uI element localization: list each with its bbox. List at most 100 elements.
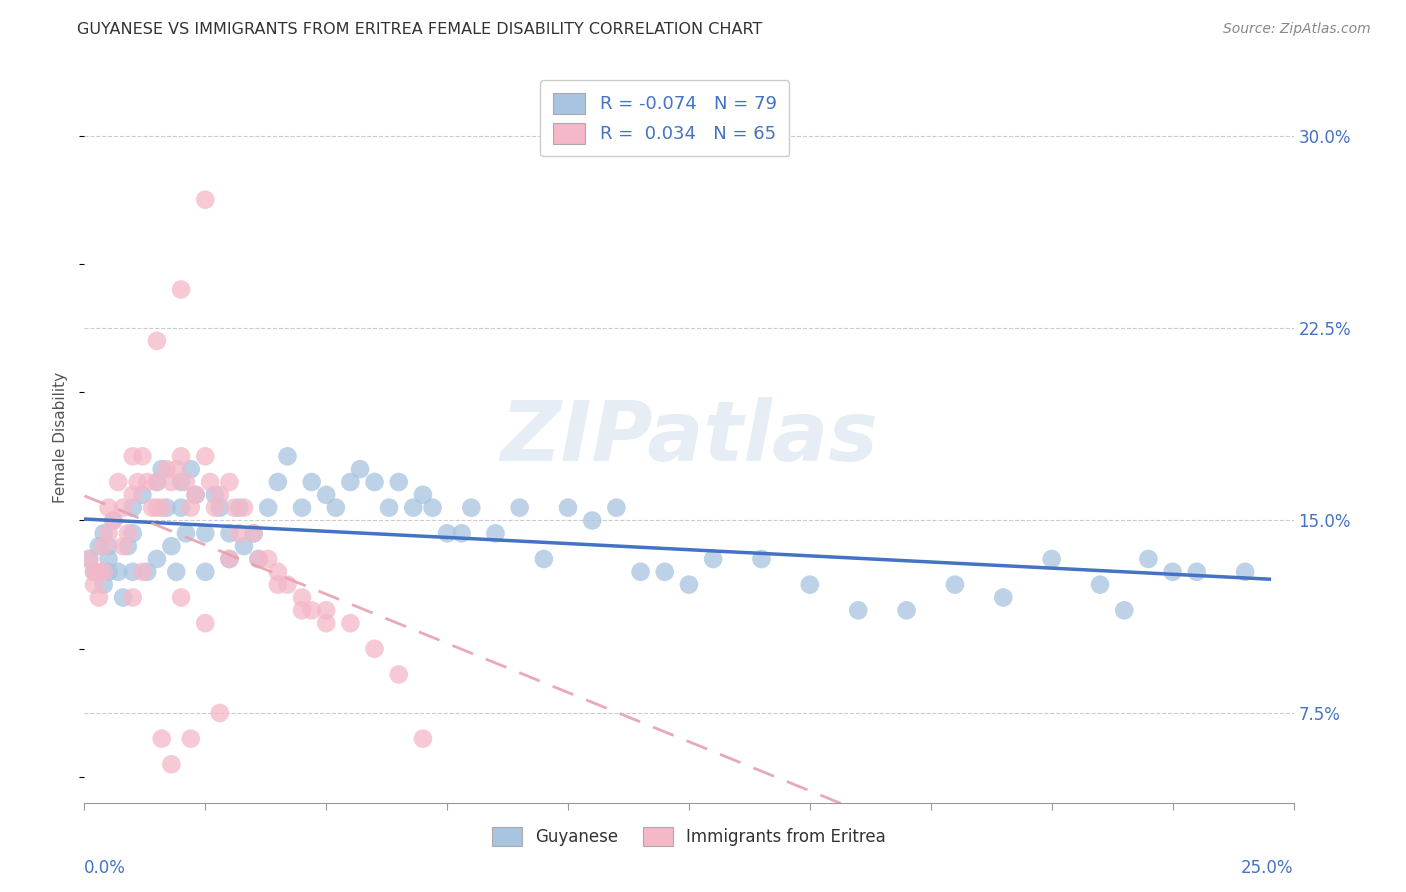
Point	[121, 450, 143, 464]
Point	[97, 539, 120, 553]
Point	[146, 334, 169, 348]
Point	[107, 565, 129, 579]
Point	[194, 450, 217, 464]
Point	[155, 500, 177, 515]
Point	[121, 526, 143, 541]
Point	[87, 591, 110, 605]
Point	[315, 603, 337, 617]
Point	[97, 565, 120, 579]
Point	[97, 552, 120, 566]
Point	[315, 488, 337, 502]
Point	[233, 500, 256, 515]
Point	[208, 500, 231, 515]
Point	[198, 475, 221, 489]
Point	[412, 488, 434, 502]
Point	[412, 731, 434, 746]
Point	[678, 577, 700, 591]
Point	[218, 475, 240, 489]
Point	[363, 475, 385, 489]
Legend: Guyanese, Immigrants from Eritrea: Guyanese, Immigrants from Eritrea	[485, 821, 893, 853]
Point	[184, 488, 207, 502]
Point	[315, 616, 337, 631]
Point	[121, 565, 143, 579]
Point	[146, 475, 169, 489]
Point	[131, 450, 153, 464]
Point	[127, 475, 149, 489]
Point	[581, 514, 603, 528]
Point	[155, 462, 177, 476]
Point	[170, 591, 193, 605]
Point	[204, 500, 226, 515]
Text: 25.0%: 25.0%	[1241, 859, 1294, 877]
Point	[1088, 577, 1111, 591]
Y-axis label: Female Disability: Female Disability	[53, 371, 69, 503]
Point	[436, 526, 458, 541]
Point	[160, 475, 183, 489]
Point	[146, 500, 169, 515]
Point	[180, 462, 202, 476]
Point	[276, 577, 298, 591]
Point	[87, 565, 110, 579]
Point	[228, 500, 250, 515]
Point	[943, 577, 966, 591]
Point	[896, 603, 918, 617]
Point	[117, 539, 139, 553]
Point	[242, 526, 264, 541]
Point	[267, 577, 290, 591]
Point	[170, 500, 193, 515]
Point	[93, 539, 115, 553]
Point	[180, 500, 202, 515]
Point	[160, 757, 183, 772]
Point	[112, 500, 135, 515]
Point	[388, 667, 411, 681]
Point	[557, 500, 579, 515]
Point	[180, 731, 202, 746]
Point	[170, 283, 193, 297]
Point	[136, 475, 159, 489]
Point	[170, 475, 193, 489]
Point	[83, 565, 105, 579]
Point	[422, 500, 444, 515]
Point	[146, 552, 169, 566]
Point	[204, 488, 226, 502]
Point	[97, 500, 120, 515]
Point	[378, 500, 401, 515]
Point	[509, 500, 531, 515]
Point	[257, 500, 280, 515]
Point	[83, 565, 105, 579]
Point	[1114, 603, 1136, 617]
Point	[339, 475, 361, 489]
Point	[267, 475, 290, 489]
Point	[276, 450, 298, 464]
Point	[150, 731, 173, 746]
Point	[103, 514, 125, 528]
Point	[402, 500, 425, 515]
Point	[93, 577, 115, 591]
Point	[136, 565, 159, 579]
Point	[121, 500, 143, 515]
Point	[87, 539, 110, 553]
Point	[228, 526, 250, 541]
Point	[83, 577, 105, 591]
Point	[654, 565, 676, 579]
Point	[208, 488, 231, 502]
Point	[799, 577, 821, 591]
Text: 0.0%: 0.0%	[84, 859, 127, 877]
Point	[93, 565, 115, 579]
Point	[363, 641, 385, 656]
Text: ZIPatlas: ZIPatlas	[501, 397, 877, 477]
Point	[533, 552, 555, 566]
Point	[460, 500, 482, 515]
Point	[218, 552, 240, 566]
Point	[194, 526, 217, 541]
Point	[218, 552, 240, 566]
Text: Source: ZipAtlas.com: Source: ZipAtlas.com	[1223, 22, 1371, 37]
Point	[846, 603, 869, 617]
Point	[150, 500, 173, 515]
Point	[291, 603, 314, 617]
Point	[339, 616, 361, 631]
Text: GUYANESE VS IMMIGRANTS FROM ERITREA FEMALE DISABILITY CORRELATION CHART: GUYANESE VS IMMIGRANTS FROM ERITREA FEMA…	[77, 22, 762, 37]
Point	[349, 462, 371, 476]
Point	[121, 591, 143, 605]
Point	[165, 462, 187, 476]
